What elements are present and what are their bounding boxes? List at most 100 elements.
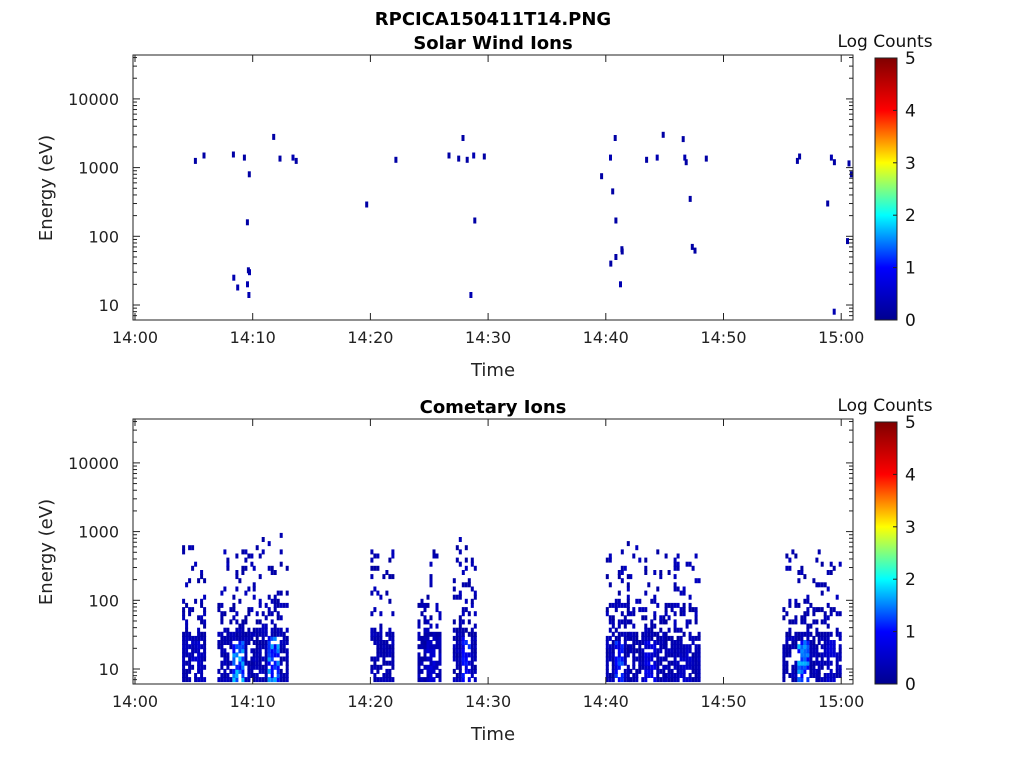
cometary-cell [617, 590, 621, 596]
cometary-cell [823, 582, 827, 588]
cometary-cell [420, 598, 424, 604]
cometary-cell [197, 627, 201, 633]
cometary-cell [182, 615, 186, 621]
cometary-cell [373, 627, 377, 633]
cometary-cell [815, 619, 819, 625]
cometary-cell [815, 648, 819, 654]
cometary-cell [664, 677, 668, 683]
cometary-cell [605, 611, 609, 617]
cometary-cell [241, 570, 245, 575]
cometary-cell [829, 660, 833, 666]
solar-wind-colorbar-tick-label: 4 [905, 101, 916, 121]
cometary-cell [220, 652, 224, 658]
cometary-cell [223, 640, 227, 645]
cometary-cell [653, 570, 657, 575]
cometary-cell [429, 640, 433, 645]
cometary-cell [388, 627, 392, 633]
cometary-cell [676, 553, 680, 559]
cometary-cell [191, 652, 195, 658]
cometary-cell [461, 582, 465, 588]
cometary-cell [438, 668, 442, 674]
cometary-cell [429, 664, 433, 670]
cometary-cell [438, 656, 442, 662]
cometary-cell [817, 582, 821, 588]
cometary-cell [267, 594, 271, 600]
cometary-cell [470, 561, 474, 567]
cometary-cell [617, 635, 621, 641]
cometary-cell [438, 615, 442, 621]
cometary-cell [273, 664, 277, 670]
cometary-cell [688, 673, 692, 678]
cometary-cell [229, 668, 233, 674]
cometary-cell [182, 631, 186, 637]
cometary-cell [244, 590, 248, 596]
cometary-cell [382, 656, 386, 662]
solar-wind-cell [447, 152, 451, 159]
cometary-cell [617, 574, 621, 580]
cometary-cell [820, 582, 824, 588]
cometary-cell [203, 623, 207, 629]
cometary-cell [255, 631, 259, 637]
cometary-cell [806, 623, 810, 629]
cometary-cell [382, 673, 386, 678]
cometary-cell [241, 627, 245, 633]
cometary-cell [226, 557, 230, 563]
cometary-cell [455, 644, 459, 650]
cometary-cell [659, 644, 663, 650]
cometary-cell [473, 648, 477, 654]
cometary-cell [420, 656, 424, 662]
cometary-cell [417, 652, 421, 658]
cometary-cell [229, 607, 233, 613]
cometary-cell [461, 635, 465, 641]
cometary-cell [391, 660, 395, 666]
cometary-cell [226, 664, 230, 670]
cometary-cell [635, 668, 639, 674]
cometary-cell [458, 619, 462, 625]
cometary-cell [203, 652, 207, 658]
cometary-cell [438, 640, 442, 645]
cometary-cell [641, 607, 645, 613]
cometary-cell [832, 652, 836, 658]
cometary-cell [664, 656, 668, 662]
cometary-cell [656, 660, 660, 666]
cometary-cell [800, 677, 804, 683]
cometary-cell [605, 652, 609, 658]
cometary-cell [688, 631, 692, 637]
cometary-cell [800, 619, 804, 625]
cometary-cell [373, 677, 377, 683]
cometary-cell [800, 565, 804, 571]
cometary-cell [829, 668, 833, 674]
cometary-cell [285, 602, 289, 608]
cometary-cell [823, 619, 827, 625]
cometary-cell [185, 652, 189, 658]
cometary-cell [820, 677, 824, 683]
cometary-cell [823, 611, 827, 617]
cometary-cell [391, 640, 395, 645]
cometary-cell [385, 668, 389, 674]
cometary-cell [261, 656, 265, 662]
cometary-cell [276, 631, 280, 637]
cometary-cell [455, 656, 459, 662]
cometary-cell [614, 607, 618, 613]
cometary-cell [197, 656, 201, 662]
cometary-cell [185, 623, 189, 629]
solar-wind-cell [469, 292, 473, 298]
cometary-cell [426, 648, 430, 654]
cometary-cell [370, 664, 374, 670]
solar-wind-cell [294, 157, 298, 164]
cometary-cell [255, 648, 259, 654]
cometary-cell [644, 652, 648, 658]
cometary-cell [244, 677, 248, 683]
cometary-cell [241, 673, 245, 678]
cometary-cell [464, 627, 468, 633]
cometary-cell [279, 677, 283, 683]
cometary-cell [258, 648, 262, 654]
cometary-cell [656, 656, 660, 662]
cometary-cell [185, 648, 189, 654]
cometary-cell [832, 565, 836, 571]
cometary-cell [829, 611, 833, 617]
cometary-cell [659, 648, 663, 654]
cometary-cell [244, 557, 248, 563]
cometary-cell [667, 652, 671, 658]
